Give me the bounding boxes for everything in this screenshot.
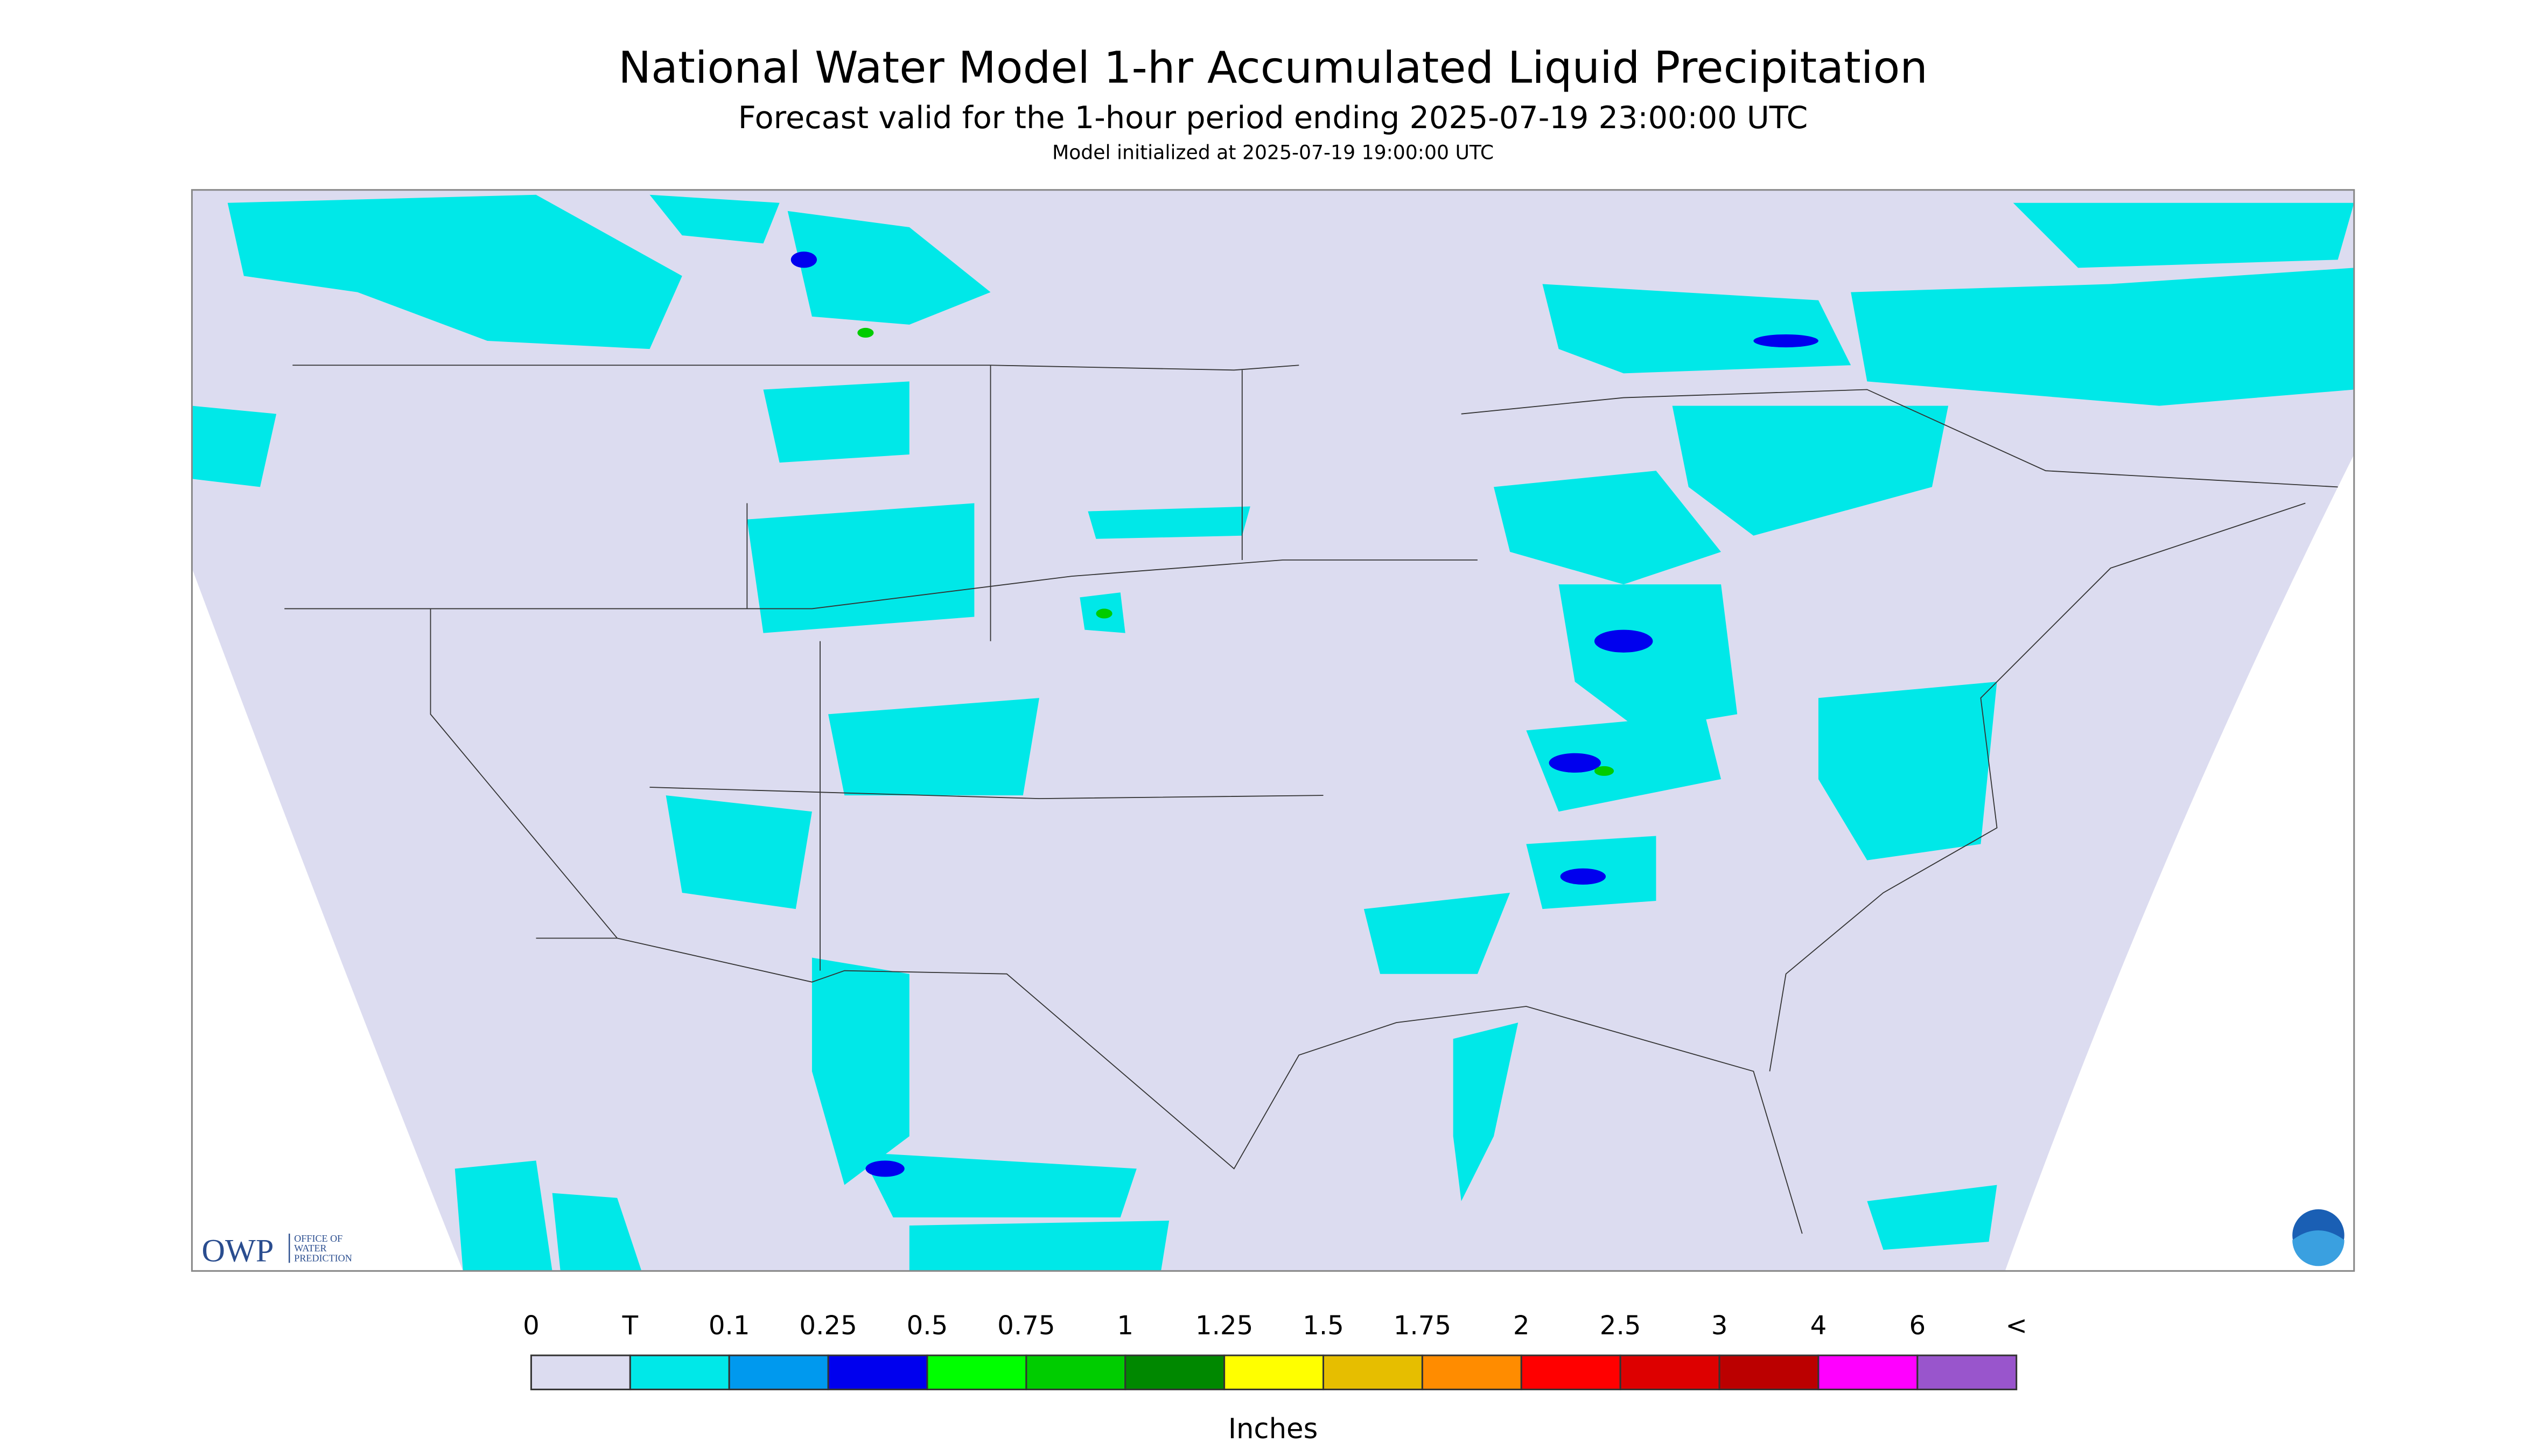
legend-swatch bbox=[1025, 1354, 1126, 1390]
legend-label: 1 bbox=[1117, 1311, 1133, 1341]
init-time: Model initialized at 2025-07-19 19:00:00… bbox=[1052, 141, 1494, 164]
map: OWP OFFICE OF WATER PREDICTION bbox=[191, 189, 2355, 1272]
legend-label: 1.5 bbox=[1303, 1311, 1344, 1341]
legend-swatch bbox=[1619, 1354, 1720, 1390]
precip-areas bbox=[192, 194, 2354, 1271]
subtitle: Forecast valid for the 1-hour period end… bbox=[738, 100, 1808, 136]
legend: 0 T 0.1 0.25 0.5 0.75 1 1.25 1.5 1.75 2 2.5 3 4 6 < bbox=[523, 1311, 2027, 1390]
projection-edge bbox=[2005, 454, 2354, 1271]
map-frame bbox=[191, 189, 2355, 1272]
legend-label: 2 bbox=[1513, 1311, 1530, 1341]
legend-label: 0.25 bbox=[799, 1311, 857, 1341]
noaa-wave bbox=[2292, 1230, 2345, 1266]
legend-label: 0 bbox=[523, 1311, 540, 1341]
legend-label: 1.25 bbox=[1195, 1311, 1253, 1341]
legend-label: 3 bbox=[1711, 1311, 1728, 1341]
logo-line: OFFICE OF bbox=[294, 1233, 342, 1244]
projection-edge bbox=[192, 568, 463, 1271]
logo-line: WATER bbox=[294, 1243, 327, 1254]
legend-swatch bbox=[530, 1354, 631, 1390]
heavier-precip bbox=[790, 251, 1818, 1177]
owp-logo: OWP OFFICE OF WATER PREDICTION bbox=[201, 1233, 352, 1269]
legend-swatch bbox=[1520, 1354, 1621, 1390]
legend-swatch bbox=[629, 1354, 730, 1390]
legend-swatch bbox=[827, 1354, 928, 1390]
legend-label: 6 bbox=[1909, 1311, 1926, 1341]
heavy-precip bbox=[857, 327, 1614, 776]
boundaries bbox=[284, 365, 2338, 1234]
legend-swatch bbox=[1421, 1354, 1522, 1390]
legend-label: 0.75 bbox=[997, 1311, 1055, 1341]
legend-label: 0.5 bbox=[907, 1311, 948, 1341]
legend-swatch bbox=[1124, 1354, 1226, 1390]
legend-swatch bbox=[926, 1354, 1027, 1390]
logo-line: PREDICTION bbox=[294, 1252, 352, 1263]
legend-swatch bbox=[1323, 1354, 1423, 1390]
legend-swatch bbox=[728, 1354, 829, 1390]
logo-text: OWP bbox=[201, 1233, 274, 1269]
legend-swatch bbox=[1916, 1354, 2018, 1390]
legend-unit: Inches bbox=[1228, 1413, 1318, 1445]
noaa-logo bbox=[2292, 1209, 2345, 1266]
legend-swatch bbox=[1718, 1354, 1820, 1390]
title: National Water Model 1-hr Accumulated Li… bbox=[618, 43, 1928, 94]
legend-label: 0.1 bbox=[709, 1311, 750, 1341]
legend-label: 2.5 bbox=[1600, 1311, 1641, 1341]
legend-label: 1.75 bbox=[1394, 1311, 1451, 1341]
legend-swatch bbox=[1817, 1354, 1919, 1390]
legend-label: 4 bbox=[1810, 1311, 1827, 1341]
legend-label: T bbox=[622, 1311, 639, 1341]
legend-swatch bbox=[1223, 1354, 1325, 1390]
legend-label: < bbox=[2005, 1311, 2027, 1341]
